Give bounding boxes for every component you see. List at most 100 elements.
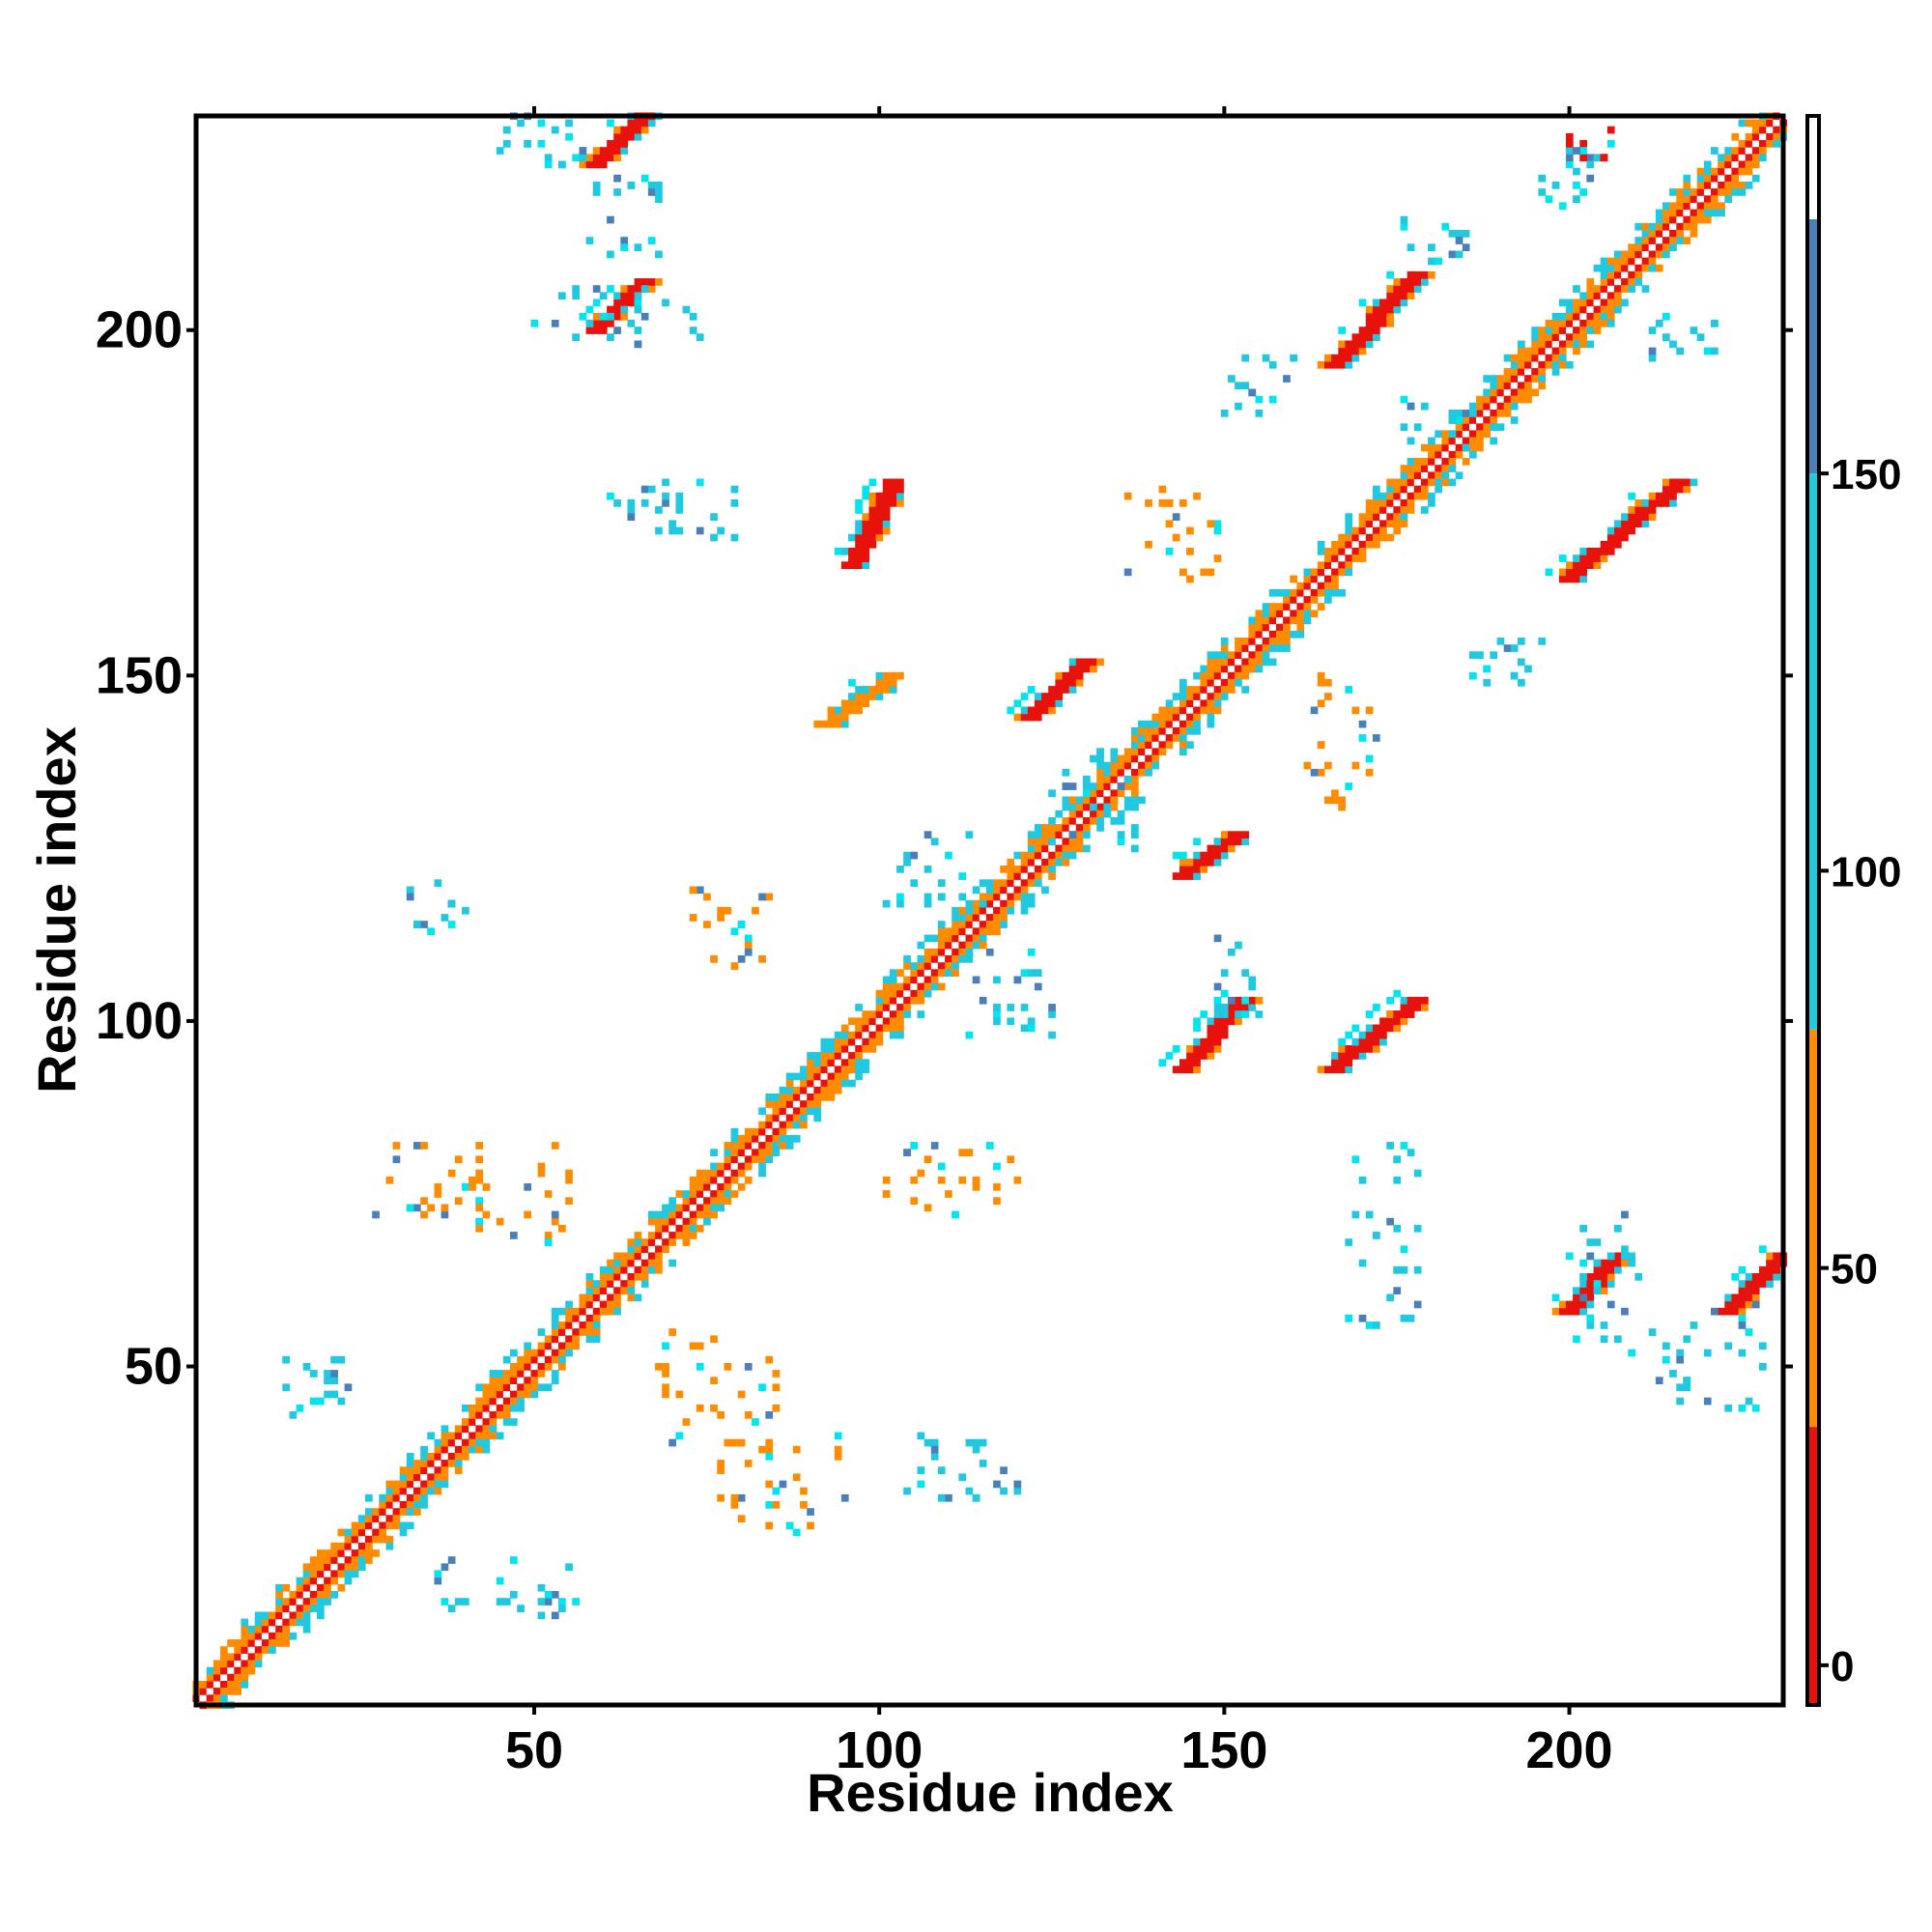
heatmap-cell	[1593, 285, 1602, 293]
heatmap-cell	[1255, 1010, 1264, 1018]
heatmap-cell	[1400, 485, 1408, 494]
heatmap-cell	[1235, 678, 1242, 687]
heatmap-cell	[1435, 458, 1442, 466]
heatmap-cell	[544, 1190, 553, 1198]
heatmap-cell	[627, 513, 636, 521]
heatmap-cell	[1600, 1335, 1608, 1344]
heatmap-cell	[1566, 333, 1574, 341]
heatmap-cell	[1703, 215, 1712, 224]
heatmap-cell	[524, 1349, 531, 1357]
heatmap-cell	[1379, 1024, 1387, 1033]
heatmap-cell	[1676, 188, 1684, 196]
heatmap-cell	[1703, 195, 1712, 203]
heatmap-cell	[1365, 1210, 1374, 1219]
heatmap-cell	[1083, 844, 1091, 853]
heatmap-cell	[1034, 838, 1042, 846]
heatmap-cell	[1331, 354, 1339, 362]
heatmap-cell	[399, 1466, 408, 1474]
heatmap-cell	[1711, 202, 1719, 211]
heatmap-cell	[682, 1210, 691, 1219]
heatmap-cell	[440, 1438, 449, 1447]
heatmap-cell	[1117, 754, 1125, 763]
heatmap-cell	[1007, 893, 1015, 901]
heatmap-cell	[530, 320, 539, 327]
heatmap-cell	[1172, 1065, 1180, 1074]
heatmap-cell	[510, 1418, 518, 1426]
heatmap-cell	[1365, 513, 1374, 521]
heatmap-cell	[1386, 1024, 1394, 1033]
heatmap-cell	[1379, 520, 1387, 528]
heatmap-cell	[1441, 458, 1450, 466]
heatmap-cell	[662, 492, 669, 500]
heatmap-cell	[530, 1363, 539, 1371]
heatmap-cell	[875, 1010, 884, 1018]
heatmap-cell	[1138, 727, 1146, 735]
heatmap-cell	[1213, 996, 1222, 1005]
heatmap-cell	[903, 982, 911, 991]
heatmap-cell	[1296, 582, 1305, 590]
heatmap-cell	[689, 914, 697, 922]
heatmap-cell	[1606, 540, 1615, 549]
heatmap-cell	[1241, 996, 1249, 1005]
heatmap-cell	[1593, 1265, 1602, 1274]
heatmap-cell	[1483, 423, 1491, 431]
heatmap-cell	[351, 1528, 359, 1537]
heatmap-cell	[1518, 360, 1525, 369]
heatmap-cell	[213, 1673, 221, 1682]
heatmap-cell	[1020, 866, 1029, 873]
heatmap-cell	[454, 1445, 463, 1454]
heatmap-cell	[945, 955, 952, 963]
heatmap-cell	[544, 1383, 553, 1392]
heatmap-cell	[254, 1639, 263, 1647]
heatmap-cell	[1027, 866, 1036, 873]
heatmap-cell	[1586, 320, 1595, 327]
heatmap-cell	[1579, 340, 1587, 349]
heatmap-cell	[1041, 886, 1049, 895]
heatmap-cell	[1013, 866, 1022, 873]
heatmap-cell	[475, 1445, 483, 1454]
heatmap-cell	[634, 132, 642, 141]
heatmap-cell	[1579, 561, 1587, 569]
heatmap-cell	[848, 1052, 856, 1060]
heatmap-cell	[1745, 182, 1753, 189]
heatmap-cell	[1490, 651, 1498, 659]
heatmap-cell	[1579, 1287, 1587, 1294]
heatmap-cell	[1351, 548, 1360, 555]
heatmap-cell	[1373, 1024, 1380, 1033]
heatmap-cell	[1027, 899, 1036, 908]
x-tick-label: 100	[836, 1721, 923, 1779]
heatmap-cell	[1034, 693, 1042, 700]
heatmap-cell	[1179, 1065, 1187, 1074]
heatmap-cell	[1711, 320, 1719, 327]
heatmap-cell	[647, 485, 656, 494]
heatmap-cell	[758, 1135, 766, 1143]
heatmap-cell	[1476, 423, 1484, 431]
heatmap-cell	[813, 1072, 822, 1081]
heatmap-cell	[247, 1632, 256, 1640]
heatmap-cell	[351, 1542, 359, 1550]
heatmap-cell	[502, 1598, 511, 1605]
heatmap-cell	[875, 686, 884, 694]
heatmap-cell	[1324, 678, 1332, 687]
heatmap-cell	[1151, 734, 1160, 742]
heatmap-cell	[1455, 471, 1463, 480]
heatmap-cell	[1455, 430, 1463, 439]
heatmap-cell	[1455, 443, 1463, 452]
heatmap-cell	[993, 1017, 1001, 1026]
heatmap-cell	[607, 250, 614, 259]
heatmap-cell	[227, 1666, 235, 1675]
heatmap-cell	[558, 292, 566, 300]
heatmap-cell	[1345, 354, 1353, 362]
heatmap-cell	[724, 1162, 732, 1171]
heatmap-cell	[1090, 754, 1097, 763]
heatmap-cell	[848, 1017, 856, 1026]
heatmap-cell	[399, 1480, 408, 1489]
heatmap-cell	[1759, 1273, 1767, 1281]
heatmap-cell	[1020, 1024, 1029, 1033]
heatmap-cell	[1248, 665, 1257, 673]
heatmap-cell	[302, 1591, 311, 1599]
heatmap-cell	[662, 1342, 669, 1350]
heatmap-cell	[1655, 250, 1663, 259]
heatmap-cell	[1510, 382, 1519, 390]
heatmap-cell	[1379, 499, 1387, 507]
